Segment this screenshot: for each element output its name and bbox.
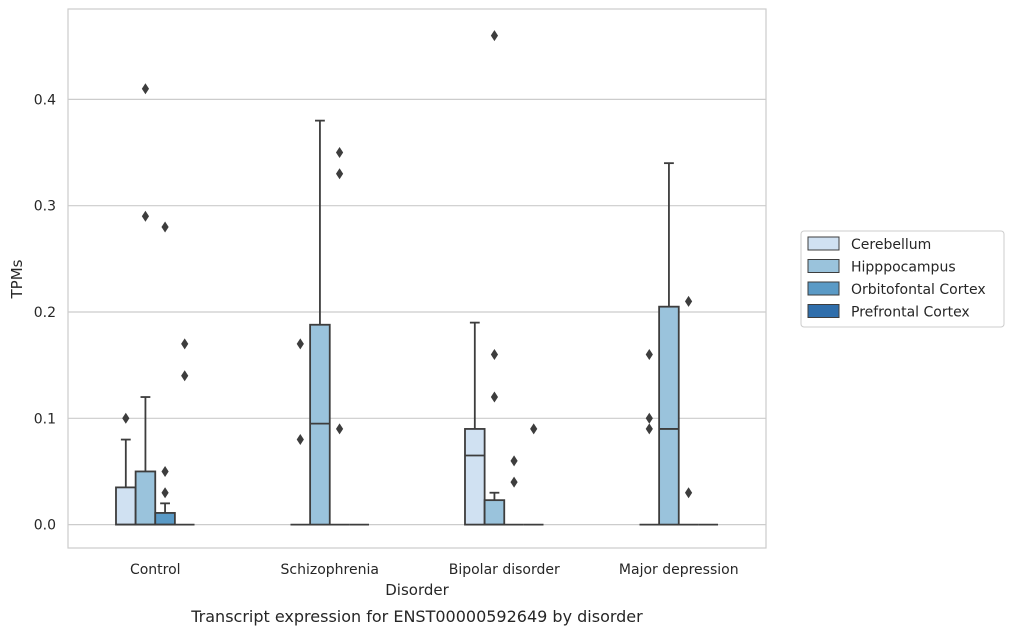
legend-frame [800, 230, 1005, 328]
plot-frame [67, 8, 767, 549]
legend-swatch [807, 281, 840, 296]
box [658, 305, 680, 526]
outlier-point [335, 423, 344, 435]
box-group [309, 119, 331, 526]
box-group [329, 147, 350, 526]
outlier-point [161, 221, 169, 233]
y-tick-label: 0.1 [34, 411, 56, 427]
box-group [658, 162, 680, 526]
outlier-point [181, 370, 189, 382]
x-tick-label: Major depression [619, 562, 739, 578]
outlier-point [296, 338, 304, 350]
box-group [154, 221, 176, 526]
box-group [639, 349, 660, 526]
plot-marks [115, 30, 719, 526]
box-group [115, 412, 137, 526]
y-tick-label: 0.4 [34, 92, 56, 108]
legend-swatch [807, 259, 840, 273]
outlier-point [645, 349, 653, 361]
legend: Cerebellum Hipppocampus Orbitofontal Corte… [800, 230, 1005, 328]
outlier-point [141, 210, 150, 222]
box-group [678, 295, 699, 526]
legend-swatch [807, 304, 840, 318]
box-group [504, 455, 524, 526]
x-tick-label: Control [130, 562, 181, 578]
outlier-point [530, 423, 538, 435]
x-tick-label: Bipolar disorder [449, 562, 560, 578]
box-group [483, 30, 506, 526]
outlier-point [645, 423, 653, 435]
outlier-point [122, 412, 130, 424]
outlier-point [645, 412, 653, 424]
legend-label: Prefrontal Cortex [851, 305, 970, 321]
y-tick-label: 0.0 [34, 518, 56, 534]
box [115, 486, 137, 526]
y-axis-label: TPMs [8, 259, 26, 299]
outlier-point [296, 434, 304, 446]
box-group [290, 338, 311, 526]
box [483, 499, 506, 526]
legend-label: Orbitofontal Cortex [851, 282, 986, 298]
legend-label: Cerebellum [851, 237, 931, 253]
box [134, 470, 157, 526]
outlier-point [490, 391, 499, 403]
outlier-point [490, 30, 499, 42]
outlier-point [510, 455, 518, 467]
outlier-point [335, 168, 344, 180]
chart-caption: Transcript expression for ENST0000059264… [190, 607, 643, 626]
box [309, 323, 331, 526]
box-group [134, 83, 157, 526]
box [464, 428, 486, 526]
outlier-point [684, 295, 693, 307]
outlier-point [141, 83, 150, 95]
outlier-point [490, 349, 499, 361]
y-axis-ticks: 0.0 0.1 0.2 0.3 0.4 [34, 92, 56, 533]
x-axis-ticks: Control Schizophrenia Bipolar disorder Majo… [130, 562, 739, 578]
box-group [174, 338, 195, 526]
outlier-point [335, 147, 344, 159]
box [154, 512, 176, 526]
legend-label: Hipppocampus [851, 260, 956, 276]
outlier-point [181, 338, 189, 350]
outlier-point [684, 487, 693, 499]
y-tick-label: 0.2 [34, 305, 56, 321]
x-axis-label: Disorder [385, 581, 449, 599]
outlier-point [510, 476, 518, 488]
x-tick-label: Schizophrenia [281, 562, 379, 578]
legend-swatch [807, 236, 840, 251]
box-group [464, 321, 486, 526]
y-tick-label: 0.3 [34, 199, 56, 215]
outlier-point [161, 487, 169, 499]
box-group [523, 423, 544, 526]
outlier-point [161, 465, 169, 477]
